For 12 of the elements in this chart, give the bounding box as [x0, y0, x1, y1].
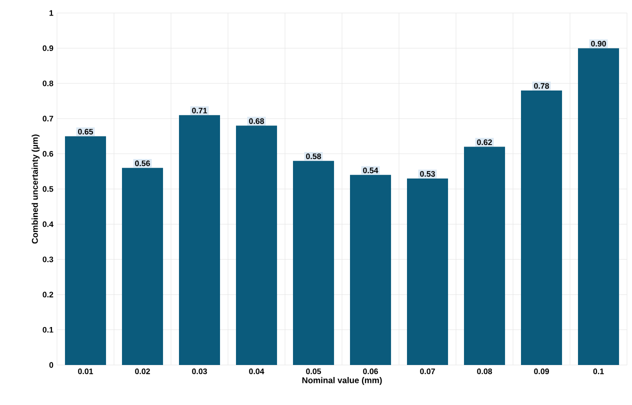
bar — [64, 136, 106, 365]
bar — [520, 90, 562, 365]
bar — [122, 168, 164, 365]
bar — [236, 126, 278, 365]
y-axis-title: Combined uncertainty (µm) — [32, 134, 40, 244]
x-axis-title: Nominal value (mm) — [302, 377, 382, 385]
bar — [406, 178, 448, 365]
bar — [464, 146, 506, 365]
bar — [292, 160, 334, 365]
bar — [578, 48, 620, 365]
bar — [350, 174, 392, 365]
bar — [178, 115, 220, 365]
